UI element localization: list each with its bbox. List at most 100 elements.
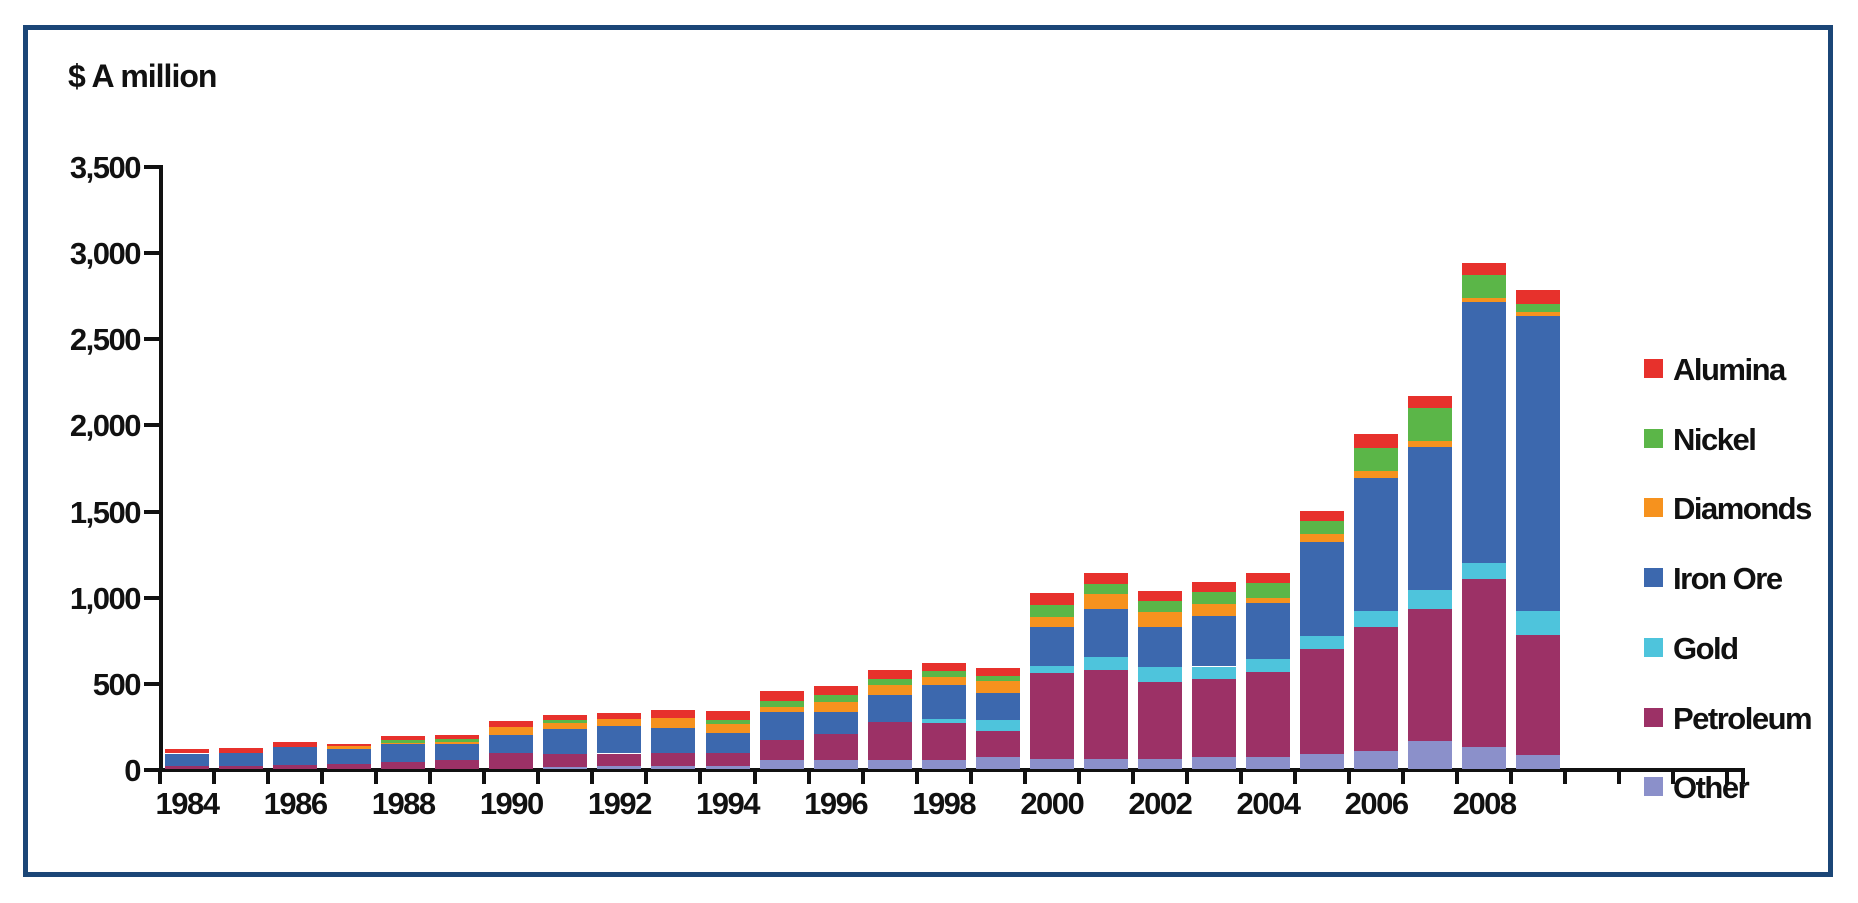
legend-swatch-other <box>1644 777 1663 797</box>
bar-1998 <box>921 663 966 769</box>
bar-segment-diamonds <box>813 701 858 713</box>
bar-segment-petroleum <box>327 763 372 769</box>
bar-segment-iron-ore <box>921 685 966 720</box>
bar-1989 <box>435 735 480 769</box>
bar-segment-alumina <box>1354 433 1399 448</box>
bar-segment-gold <box>1300 636 1345 650</box>
bar-segment-petroleum <box>1083 669 1128 759</box>
y-axis-tick-label: 1,000 <box>69 580 142 616</box>
bar-1984 <box>165 749 209 769</box>
bar-2009 <box>1516 290 1561 769</box>
bar-segment-diamonds <box>1083 594 1128 609</box>
y-axis-tick <box>144 595 159 600</box>
bar-segment-iron-ore <box>867 694 912 722</box>
x-axis-tick <box>1509 772 1514 784</box>
legend-swatch-diamonds <box>1644 498 1663 518</box>
x-axis-tick <box>266 772 271 784</box>
bar-segment-alumina <box>867 669 912 679</box>
bar-1991 <box>543 714 588 769</box>
bar-segment-other <box>1462 746 1507 769</box>
y-axis-tick <box>144 509 159 514</box>
bar-segment-nickel <box>543 719 588 724</box>
bar-segment-petroleum <box>543 754 588 768</box>
x-axis-tick-label: 2008 <box>1452 786 1517 821</box>
bar-segment-diamonds <box>381 743 426 745</box>
bar-segment-petroleum <box>867 721 912 760</box>
bar-segment-alumina <box>651 709 696 719</box>
x-axis-tick-label: 1990 <box>479 786 544 821</box>
bar-segment-alumina <box>1516 290 1561 304</box>
x-axis-tick <box>968 772 973 784</box>
bar-segment-other <box>651 766 696 769</box>
bar-segment-alumina <box>921 663 966 671</box>
bar-2000 <box>1029 593 1074 769</box>
bar-segment-alumina <box>1462 263 1507 276</box>
bar-2008 <box>1462 263 1507 769</box>
bar-segment-alumina <box>1408 396 1453 409</box>
bar-segment-iron-ore <box>1191 615 1236 667</box>
bar-1987 <box>327 744 372 769</box>
bar-segment-nickel <box>867 678 912 686</box>
bar-segment-iron-ore <box>543 728 588 755</box>
x-axis-tick-label: 1988 <box>371 786 436 821</box>
bar-segment-other <box>813 759 858 769</box>
bar-segment-alumina <box>435 735 480 739</box>
bar-segment-nickel <box>1300 520 1345 534</box>
bar-segment-alumina <box>705 711 750 720</box>
bar-segment-iron-ore <box>813 712 858 734</box>
bar-segment-nickel <box>1462 275 1507 298</box>
bar-segment-nickel <box>1246 582 1290 599</box>
bar-segment-iron-ore <box>435 744 480 761</box>
x-axis-tick <box>644 772 649 784</box>
bar-1990 <box>489 720 534 769</box>
legend-label: Nickel <box>1673 421 1757 457</box>
y-axis-tick <box>144 165 159 169</box>
bar-segment-petroleum <box>1137 682 1182 759</box>
bar-segment-other <box>759 760 804 769</box>
x-axis-tick <box>590 772 595 784</box>
x-axis-tick <box>428 772 433 784</box>
x-axis-tick <box>752 772 757 784</box>
bar-segment-petroleum <box>1300 649 1345 755</box>
legend-label: Alumina <box>1673 352 1786 387</box>
bar-segment-iron-ore <box>597 725 642 754</box>
y-axis-tick-label: 1,500 <box>69 494 142 530</box>
bar-segment-diamonds <box>1246 598 1290 603</box>
y-axis-tick-label: 3,500 <box>69 150 142 185</box>
bar-1999 <box>975 668 1020 769</box>
bar-segment-petroleum <box>1408 608 1453 742</box>
y-axis-tick-label: 0 <box>124 753 141 788</box>
x-axis-tick <box>1293 772 1298 784</box>
bar-segment-alumina <box>597 713 642 720</box>
bar-segment-alumina <box>381 736 426 740</box>
legend-swatch-nickel <box>1644 428 1663 448</box>
x-axis-tick <box>1741 772 1745 784</box>
bar-segment-alumina <box>1137 590 1182 602</box>
chart-title: $ A million <box>68 58 217 94</box>
bar-segment-other <box>1408 741 1453 769</box>
bar-segment-iron-ore <box>1354 477 1399 612</box>
bar-segment-iron-ore <box>219 752 264 766</box>
x-axis-tick <box>806 772 811 784</box>
bar-segment-other <box>1191 756 1236 769</box>
bar-segment-alumina <box>813 686 858 695</box>
bar-segment-alumina <box>165 749 209 754</box>
x-axis-tick-label: 1992 <box>587 786 652 821</box>
bar-segment-iron-ore <box>1137 626 1182 668</box>
x-axis-tick <box>1347 772 1352 784</box>
bar-segment-diamonds <box>921 676 966 686</box>
bar-segment-gold <box>1462 563 1507 579</box>
y-axis-tick-label: 2,000 <box>69 408 142 444</box>
bar-segment-diamonds <box>435 742 480 745</box>
bar-1994 <box>705 711 750 769</box>
bar-2007 <box>1408 396 1453 769</box>
x-axis-tick <box>157 772 162 784</box>
bar-2006 <box>1354 433 1399 769</box>
bar-segment-alumina <box>759 690 804 701</box>
bar-segment-iron-ore <box>327 749 372 764</box>
x-axis-tick <box>1184 772 1189 784</box>
legend-label: Petroleum <box>1673 700 1813 736</box>
y-axis-tick-label: 2,500 <box>69 322 142 358</box>
bar-segment-other <box>705 765 750 769</box>
